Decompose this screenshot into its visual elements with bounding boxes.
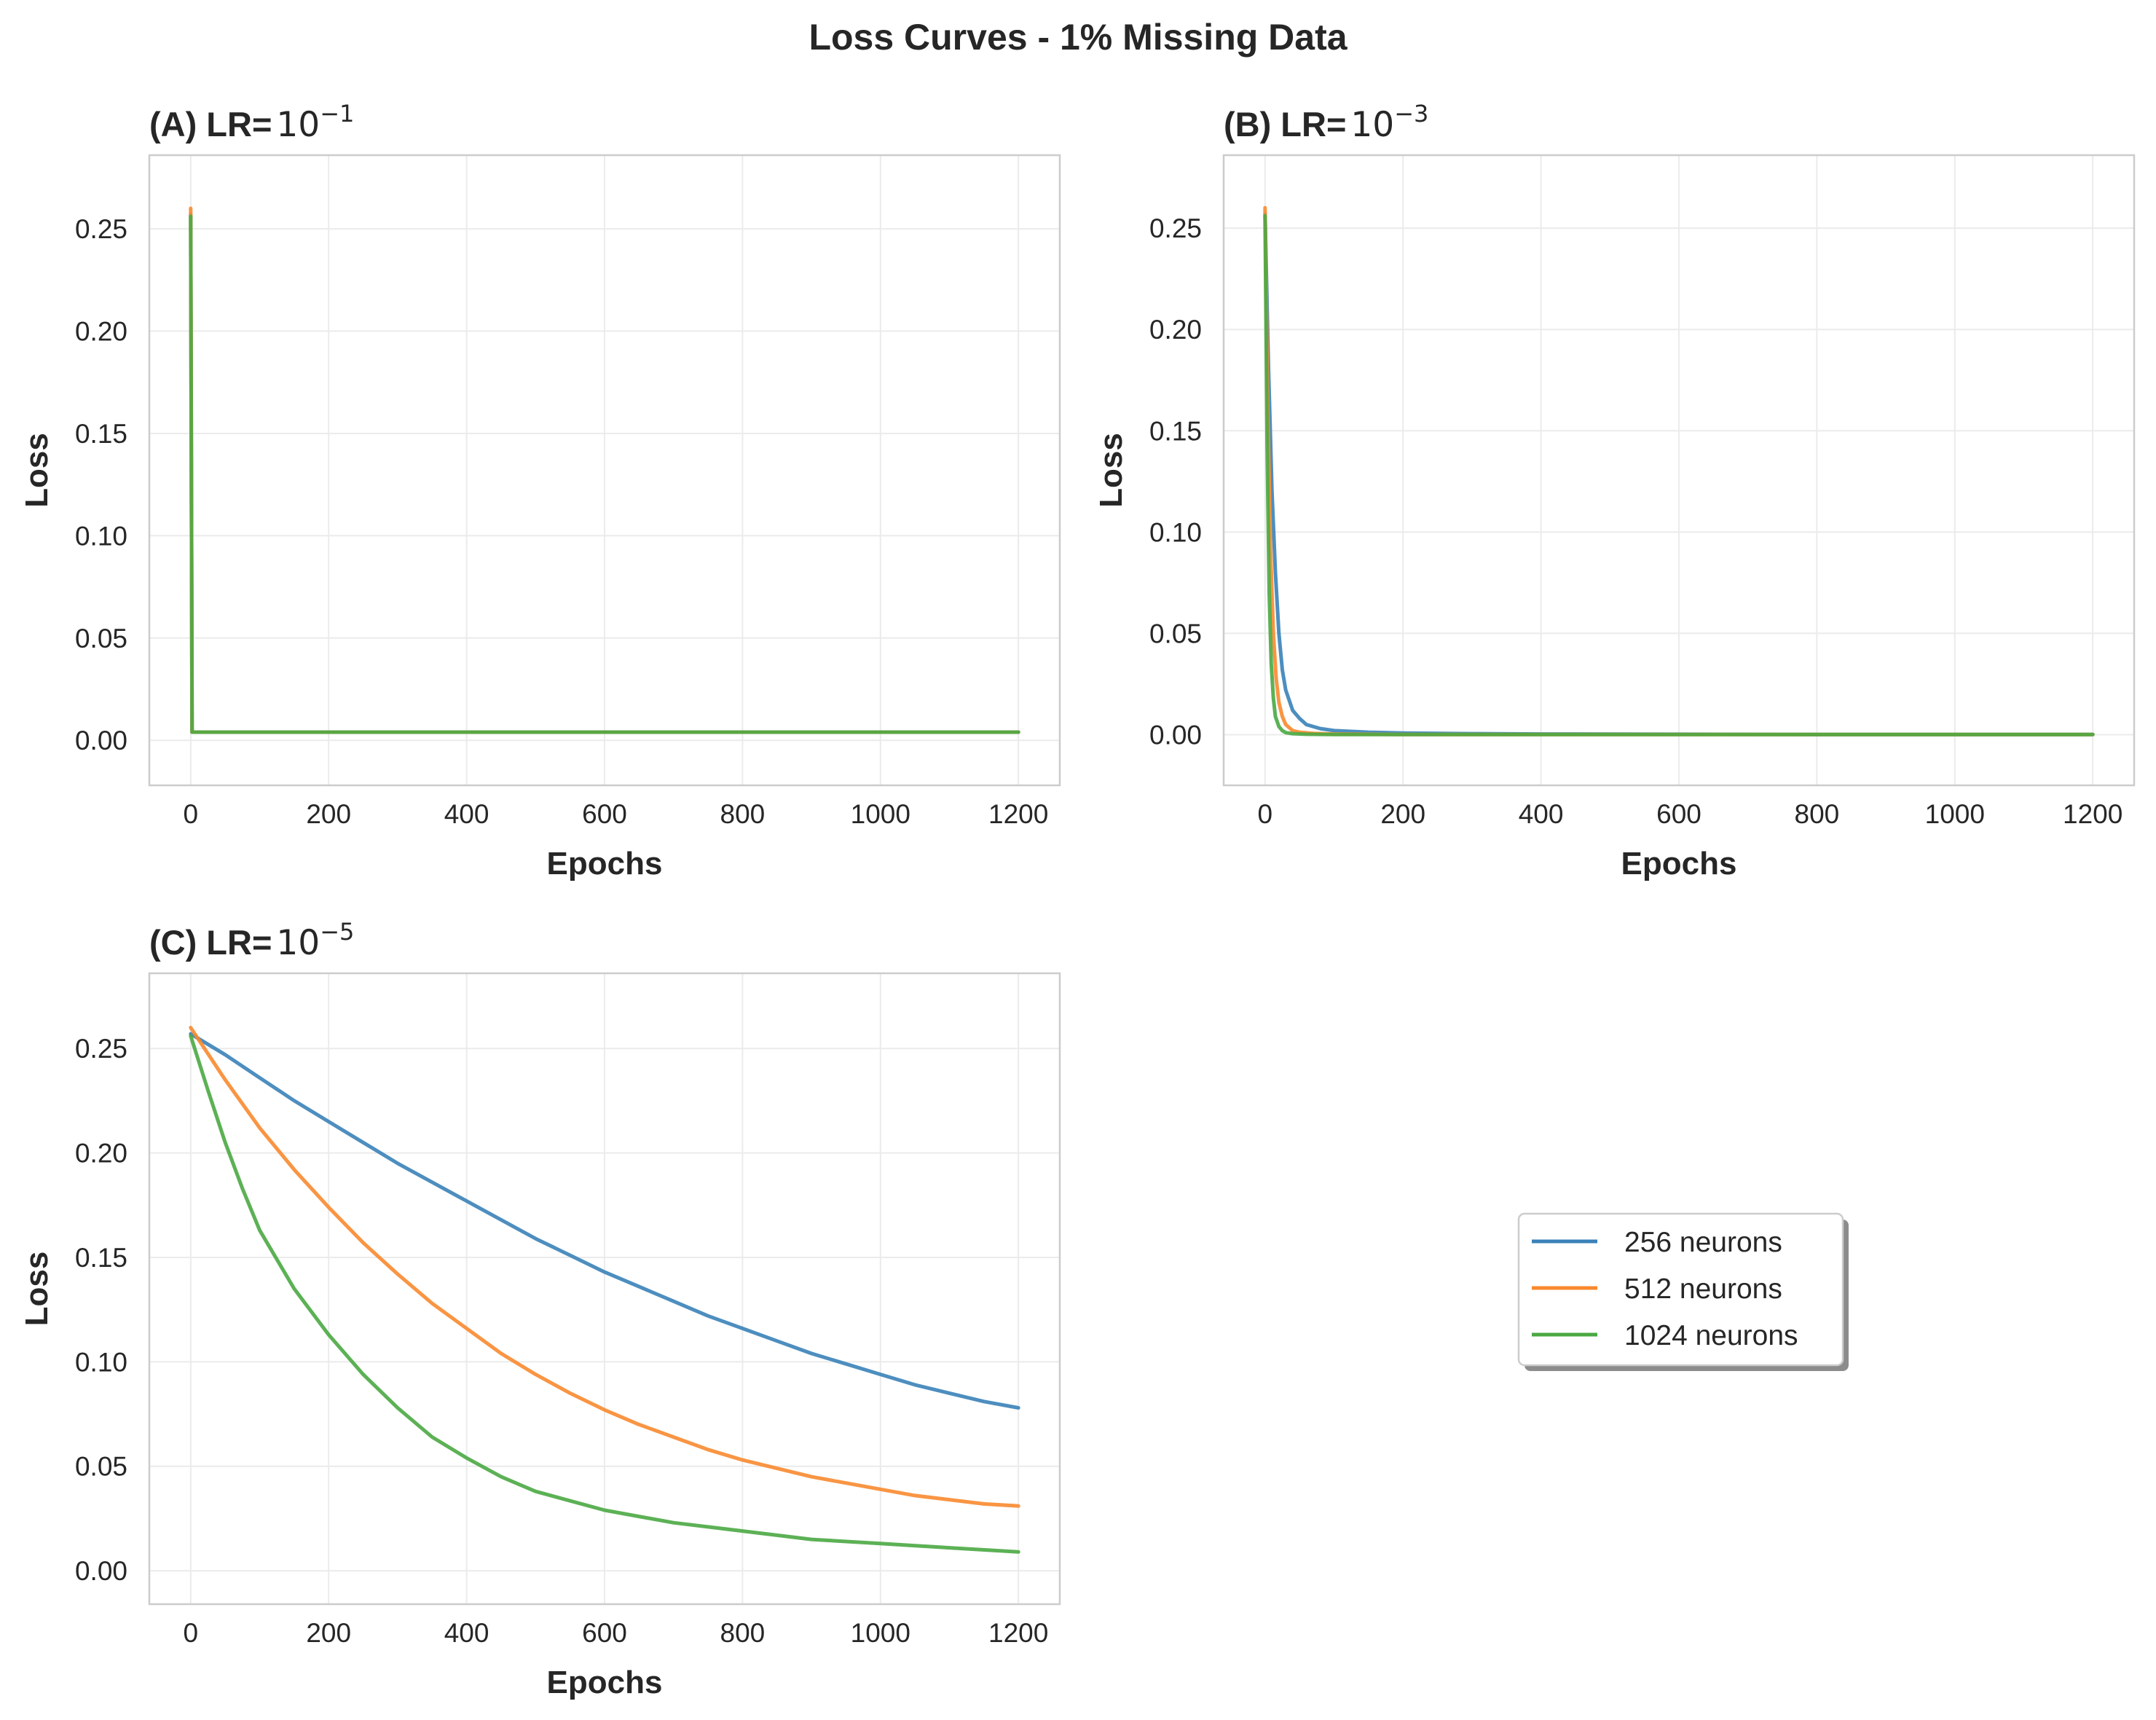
- legend: 256 neurons 512 neurons 1024 neurons: [1517, 1212, 1849, 1371]
- series-line-1024-neurons: [1263, 213, 2095, 737]
- x-axis-label: Epochs: [1621, 846, 1737, 881]
- y-tick-label: 0.20: [75, 317, 127, 347]
- y-tick-label: 0.00: [1149, 720, 1202, 750]
- y-tick-label: 0.20: [75, 1139, 127, 1169]
- panel-title: (C) LR= 10−5: [149, 918, 354, 963]
- x-tick-label: 400: [1519, 799, 1564, 829]
- y-tick-label: 0.15: [1149, 416, 1202, 446]
- x-tick-label: 200: [306, 1618, 351, 1648]
- panel-b: 0 200 400 600 800 1000 1200 0.00 0.05 0.10 0.15 0.2…: [1093, 100, 2136, 881]
- y-axis-label: Loss: [19, 1252, 55, 1327]
- y-tick-label: 0.10: [1149, 517, 1202, 547]
- y-tick-label: 0.15: [75, 419, 127, 449]
- panel-c: 0 200 400 600 800 1000 1200 0.00 0.05 0.10 0.15 0.2…: [19, 918, 1061, 1700]
- x-tick-label: 1000: [1925, 799, 1985, 829]
- axes-frame: [148, 972, 1061, 1606]
- figure-suptitle: Loss Curves - 1% Missing Data: [808, 17, 1348, 58]
- axes-frame: [148, 154, 1061, 787]
- y-tick-label: 0.00: [75, 1556, 127, 1586]
- x-tick-label: 0: [184, 1618, 199, 1648]
- x-tick-label: 200: [1380, 799, 1425, 829]
- x-tick-label: 1200: [2063, 799, 2122, 829]
- y-axis-label: Loss: [1093, 433, 1129, 508]
- panel-title: (A) LR= 10−1: [149, 100, 354, 145]
- legend-label: 1024 neurons: [1624, 1320, 1798, 1351]
- series-line-1024-neurons: [189, 214, 1020, 734]
- legend-label: 512 neurons: [1624, 1273, 1782, 1305]
- series-line-256-neurons: [189, 1032, 1020, 1410]
- x-axis-label: Epochs: [547, 846, 663, 881]
- x-tick-label: 200: [306, 799, 351, 829]
- y-axis-label: Loss: [19, 433, 55, 508]
- y-tick-label: 0.05: [75, 1452, 127, 1482]
- legend-box: [1517, 1212, 1844, 1367]
- x-tick-label: 1000: [851, 1618, 910, 1648]
- y-tick-label: 0.05: [1149, 619, 1202, 648]
- y-tick-label: 0.20: [1149, 315, 1202, 345]
- panel-title: (B) LR= 10−3: [1224, 100, 1428, 145]
- y-tick-label: 0.25: [75, 214, 127, 244]
- x-tick-label: 600: [1656, 799, 1701, 829]
- x-tick-label: 0: [1258, 799, 1273, 829]
- x-tick-label: 600: [582, 799, 627, 829]
- y-tick-label: 0.25: [1149, 213, 1202, 243]
- x-tick-label: 1200: [988, 1618, 1048, 1648]
- y-tick-label: 0.15: [75, 1243, 127, 1273]
- y-tick-label: 0.05: [75, 624, 127, 653]
- y-tick-label: 0.10: [75, 1347, 127, 1377]
- y-tick-label: 0.00: [75, 726, 127, 755]
- x-tick-label: 0: [184, 799, 199, 829]
- x-tick-label: 800: [720, 1618, 766, 1648]
- panel-a: 0 200 400 600 800 1000 1200 0.00 0.05 0.10 0.15 0.2…: [19, 100, 1061, 881]
- x-tick-label: 400: [444, 1618, 489, 1648]
- x-tick-label: 1000: [851, 799, 910, 829]
- x-tick-label: 1200: [988, 799, 1048, 829]
- y-tick-label: 0.25: [75, 1034, 127, 1064]
- series-line-512-neurons: [189, 1026, 1020, 1508]
- x-tick-label: 400: [444, 799, 489, 829]
- x-tick-label: 800: [1795, 799, 1840, 829]
- x-tick-label: 800: [720, 799, 766, 829]
- axes-frame: [1222, 154, 2136, 787]
- x-tick-label: 600: [582, 1618, 627, 1648]
- legend-label: 256 neurons: [1624, 1227, 1782, 1258]
- x-axis-label: Epochs: [547, 1665, 663, 1700]
- y-tick-label: 0.10: [75, 521, 127, 551]
- series-line-1024-neurons: [189, 1034, 1020, 1554]
